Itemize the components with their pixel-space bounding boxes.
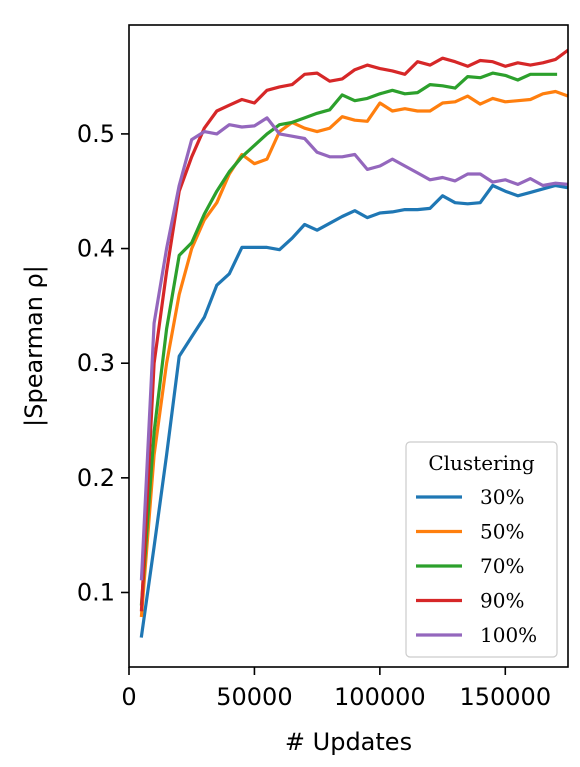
y-tick-label: 0.2 [77,464,115,492]
series-line-50pct [139,89,568,618]
x-tick-label: 0 [121,683,136,711]
series-line-70pct [139,71,558,606]
legend-item-70pct: 70% [416,554,524,578]
legend-item-50pct: 50% [416,520,524,544]
y-axis-title: |Spearman ρ| [20,265,48,427]
legend-items: 30% 50% 70% 90% 100% [416,485,537,647]
x-tick-label: 150000 [459,683,551,711]
legend-label: 30% [480,485,524,509]
y-tick-label: 0.4 [77,235,115,263]
legend-label: 50% [480,520,524,544]
y-tick-label: 0.1 [77,578,115,606]
x-axis-ticks: 0 50000 100000 150000 [121,667,551,711]
legend-item-30pct: 30% [416,485,524,509]
legend-item-90pct: 90% [416,589,524,613]
series-line-100pct [139,116,568,581]
legend-label: 100% [480,623,537,647]
y-tick-label: 0.5 [77,120,115,148]
plot-frame [128,24,569,668]
legend-title: Clustering [428,451,535,475]
legend-label: 90% [480,589,524,613]
series-line-90pct [139,48,568,612]
x-axis-title: # Updates [285,728,412,756]
legend-label: 70% [480,554,524,578]
y-axis-ticks: 0.1 0.2 0.3 0.4 0.5 [77,120,129,606]
legend-item-100pct: 100% [416,623,537,647]
series-line-30pct [139,183,568,638]
x-tick-label: 100000 [334,683,426,711]
legend: Clustering 30% 50% 70% 90% 100% [405,441,558,658]
series-layer [139,48,568,638]
y-tick-label: 0.3 [77,349,115,377]
x-tick-label: 50000 [216,683,292,711]
